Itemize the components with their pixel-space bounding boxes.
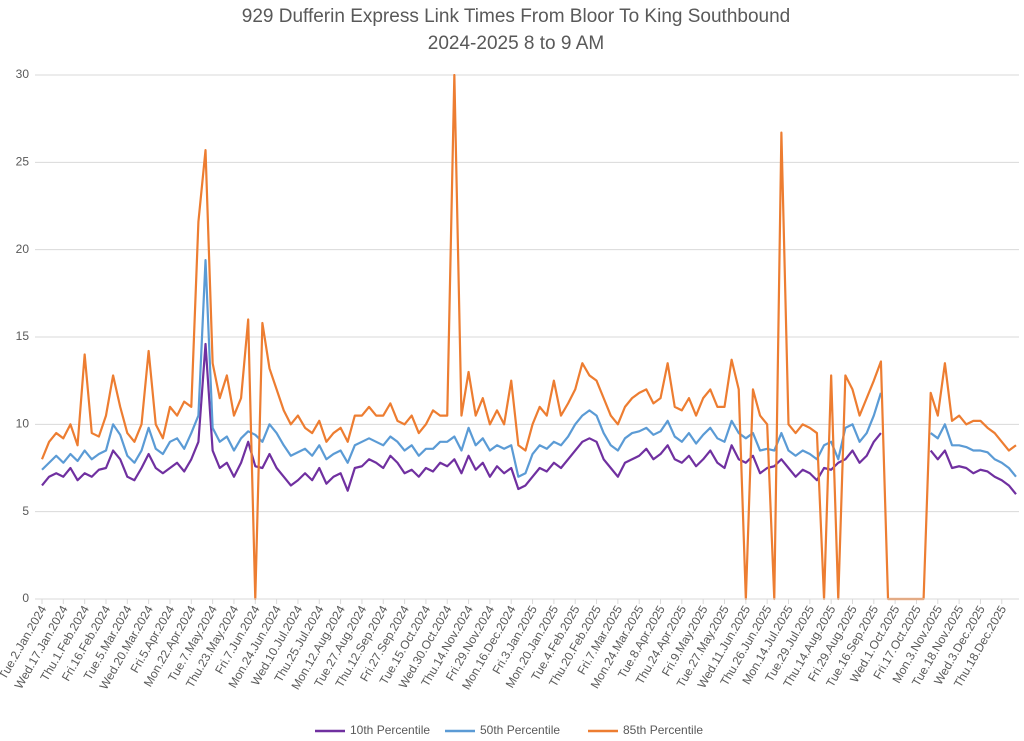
legend-label: 85th Percentile	[623, 723, 703, 737]
series-group	[40, 74, 1017, 601]
legend-label: 50th Percentile	[480, 723, 560, 737]
legend-label: 10th Percentile	[350, 723, 430, 737]
series-line	[41, 342, 1017, 495]
series-line	[40, 74, 1017, 601]
y-tick-label: 25	[16, 155, 30, 169]
series-line	[41, 259, 1017, 478]
y-tick-label: 5	[22, 504, 29, 518]
y-tick-label: 20	[16, 242, 30, 256]
chart-subtitle: 2024-2025 8 to 9 AM	[428, 33, 604, 54]
y-tick-label: 0	[22, 591, 29, 605]
chart-title: 929 Dufferin Express Link Times From Blo…	[242, 6, 790, 27]
y-tick-label: 10	[16, 417, 30, 431]
y-tick-label: 15	[16, 329, 30, 343]
y-tick-label: 30	[16, 67, 30, 81]
